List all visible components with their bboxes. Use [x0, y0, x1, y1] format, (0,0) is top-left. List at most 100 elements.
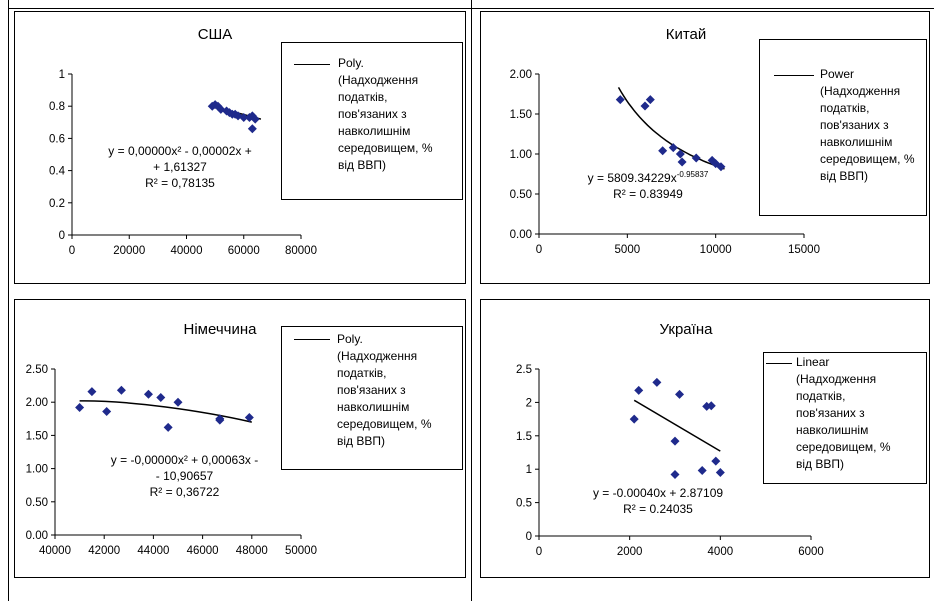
data-point — [116, 385, 126, 395]
y-tick-label: 1 — [59, 69, 65, 81]
data-point — [143, 389, 153, 399]
chart-germany: 0.00 0.50 1.00 1.50 2.00 2.50 40000 42000 44000 4… — [14, 299, 466, 578]
frame-top-line — [8, 8, 934, 9]
y-tick-label: 2 — [526, 397, 532, 409]
y-tick-label: 0.4 — [49, 166, 66, 178]
chart-title: Китай — [665, 26, 707, 43]
y-tick-label: 0.50 — [26, 497, 48, 509]
trendline-equation: y = 5809.34229x-0.95837 R² = 0.83949 — [587, 170, 709, 201]
legend-swatch — [294, 339, 330, 340]
data-point — [247, 124, 257, 134]
x-tick-label: 0 — [536, 244, 542, 256]
trendline-equation: y = -0,00000x² + 0,00063x - - 10,90657 R… — [110, 453, 259, 499]
y-tick-label: 1.5 — [516, 431, 532, 443]
y-tick-label: 0.6 — [49, 133, 65, 145]
chart-title: Німеччина — [183, 321, 257, 338]
chart-usa: 0 0.2 0.4 0.6 0.8 1 0 20000 40000 60000 80000 США … — [14, 11, 466, 284]
x-tick-label: 50000 — [285, 545, 317, 557]
data-point — [163, 422, 173, 432]
chart-usa-plot: 0 0.2 0.4 0.6 0.8 1 0 20000 40000 60000 80000 — [49, 69, 317, 257]
x-tick-label: 6000 — [798, 546, 824, 558]
x-tick-label: 15000 — [788, 244, 820, 256]
legend-text: Power (Надходження податків, пов'язаних з на… — [820, 67, 915, 183]
legend-swatch — [294, 64, 330, 65]
y-tick-label: 1.50 — [26, 430, 48, 442]
data-point — [677, 157, 687, 167]
data-point — [652, 377, 662, 387]
legend-swatch — [766, 363, 792, 364]
y-tick-label: 2.50 — [26, 364, 48, 376]
x-tick-label: 42000 — [88, 545, 120, 557]
y-tick-label: 0.00 — [26, 530, 48, 542]
data-point — [670, 436, 680, 446]
y-tick-label: 0.50 — [510, 189, 532, 201]
chart-ukraine-plot: 0 0.5 1 1.5 2 2.5 0 2000 4000 6000 — [516, 364, 824, 558]
chart-legend: Poly. (Надходження податків, пов'язаних з на… — [281, 42, 463, 200]
x-tick-label: 46000 — [187, 545, 219, 557]
data-point — [670, 470, 680, 480]
y-tick-label: 2.00 — [510, 69, 532, 81]
x-tick-label: 10000 — [700, 244, 732, 256]
x-tick-label: 0 — [536, 546, 542, 558]
data-point — [711, 456, 721, 466]
x-tick-label: 4000 — [708, 546, 734, 558]
legend-text: Poly. (Надходження податків, пов'язаних з на… — [338, 56, 433, 172]
chart-title: США — [197, 26, 233, 43]
chart-germany-plot: 0.00 0.50 1.00 1.50 2.00 2.50 40000 42000 44000 4… — [26, 364, 317, 557]
legend-swatch — [774, 75, 814, 76]
chart-title: Україна — [659, 321, 713, 338]
data-point — [697, 466, 707, 476]
y-tick-label: 1 — [526, 464, 532, 476]
x-tick-label: 40000 — [39, 545, 71, 557]
x-tick-label: 40000 — [171, 245, 203, 257]
y-tick-label: 2.00 — [26, 397, 48, 409]
data-point — [173, 397, 183, 407]
data-point — [691, 153, 701, 163]
chart-legend: Poly. (Надходження податків, пов'язаних з на… — [281, 326, 463, 470]
data-point — [634, 385, 644, 395]
data-point — [675, 389, 685, 399]
x-tick-label: 80000 — [285, 245, 317, 257]
chart-legend: Power (Надходження податків, пов'язаних з на… — [759, 39, 927, 216]
data-point — [645, 95, 655, 105]
chart-ukraine: 0 0.5 1 1.5 2 2.5 0 2000 4000 6000 Україна Linear… — [480, 299, 930, 578]
x-tick-label: 20000 — [113, 245, 145, 257]
y-tick-label: 0.00 — [510, 229, 532, 241]
y-tick-label: 0 — [526, 531, 532, 543]
data-point — [640, 101, 650, 111]
y-tick-label: 1.00 — [26, 464, 48, 476]
x-tick-label: 44000 — [137, 545, 169, 557]
x-tick-label: 60000 — [228, 245, 260, 257]
x-tick-label: 2000 — [617, 546, 643, 558]
data-point — [706, 401, 716, 411]
y-tick-label: 1.50 — [510, 109, 532, 121]
data-point — [102, 406, 112, 416]
data-point — [87, 387, 97, 397]
y-tick-label: 0 — [59, 230, 65, 242]
data-point — [629, 414, 639, 424]
y-tick-label: 1.00 — [510, 149, 532, 161]
data-point — [668, 143, 678, 153]
data-point — [711, 159, 721, 169]
trendline — [633, 399, 721, 452]
legend-text: Poly. (Надходження податків, пов'язаних з на… — [337, 332, 432, 448]
frame-left-line — [8, 0, 9, 601]
trendline-equation: y = -0.00040x + 2.87109 R² = 0.24035 — [592, 486, 724, 516]
data-point — [239, 112, 249, 122]
y-tick-label: 0.2 — [49, 198, 65, 210]
data-point — [716, 162, 726, 172]
x-tick-label: 0 — [69, 245, 75, 257]
y-tick-label: 0.8 — [49, 101, 65, 113]
x-tick-label: 48000 — [236, 545, 268, 557]
data-point — [615, 95, 625, 105]
data-point — [75, 403, 85, 413]
data-point — [250, 114, 260, 124]
trendline — [617, 87, 725, 170]
chart-china: 0.00 0.50 1.00 1.50 2.00 0 5000 10000 15000 Кита… — [480, 11, 930, 284]
chart-china-plot: 0.00 0.50 1.00 1.50 2.00 0 5000 10000 15000 — [510, 69, 820, 256]
y-tick-label: 2.5 — [516, 364, 532, 376]
data-point — [675, 149, 685, 159]
trendline — [79, 400, 252, 423]
